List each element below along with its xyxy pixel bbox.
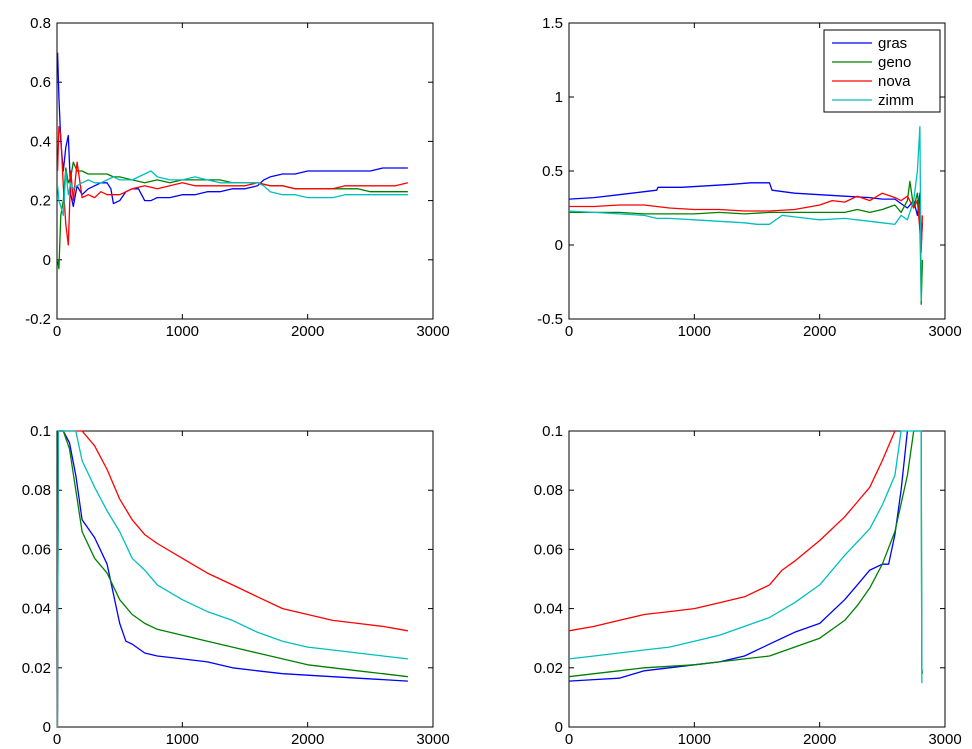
series-line-3 — [568, 430, 896, 632]
x-tick-label: 0 — [53, 323, 61, 340]
subplot-1: 0 1000 2000 3000-0.200.20.40.60.8 — [25, 15, 450, 340]
y-tick-label: -0.2 — [25, 311, 51, 328]
series-line-3 — [56, 125, 409, 246]
x-tick-label: 1000 — [678, 731, 711, 748]
x-tick-label: 1000 — [166, 731, 199, 748]
axes-frame — [56, 430, 434, 728]
y-tick-label: -0.5 — [537, 311, 563, 328]
y-tick-label: 1 — [555, 89, 563, 106]
y-tick-label: 0.6 — [30, 74, 51, 91]
subplot-4: 0 1000 2000 3000 0 0.02 0.04 0.06 0.08 0.1 — [534, 423, 962, 748]
legend-label-geno: geno — [878, 54, 911, 71]
series-line-4 — [568, 430, 923, 684]
y-tick-label: 0.1 — [542, 423, 563, 440]
y-tick-label: 0 — [43, 252, 51, 269]
y-tick-label: 1.5 — [542, 15, 563, 32]
y-tick-label: 0.5 — [542, 163, 563, 180]
y-tick-label: 0.2 — [30, 193, 51, 210]
series-line-4 — [56, 430, 408, 728]
series-line-4 — [56, 170, 408, 217]
y-tick-label: 0.02 — [22, 660, 51, 677]
series-line-2 — [56, 430, 408, 728]
subplot-3: 0 1000 2000 3000 0 0.02 0.04 0.06 0.08 0.1 — [22, 423, 450, 748]
y-tick-label: 0.06 — [22, 541, 51, 558]
x-tick-label: 0 — [53, 731, 61, 748]
y-tick-label: 0 — [43, 719, 51, 736]
y-tick-label: 0.08 — [22, 482, 51, 499]
x-tick-label: 3000 — [416, 731, 449, 748]
legend-box — [823, 29, 941, 113]
y-tick-label: 0.02 — [534, 660, 563, 677]
y-tick-label: 0 — [555, 237, 563, 254]
legend-label-gras: gras — [878, 35, 907, 52]
y-tick-label: 0.06 — [534, 541, 563, 558]
y-tick-label: 0.1 — [30, 423, 51, 440]
y-tick-label: 0.04 — [534, 601, 563, 618]
legend-label-zimm: zimm — [878, 92, 914, 109]
x-tick-label: 1000 — [166, 323, 199, 340]
x-tick-label: 0 — [565, 323, 573, 340]
x-tick-label: 2000 — [803, 323, 836, 340]
y-tick-label: 0.08 — [534, 482, 563, 499]
series-line-1 — [56, 52, 408, 208]
y-tick-label: 0.8 — [30, 15, 51, 32]
legend-label-nova: nova — [878, 73, 911, 90]
axes-frame — [568, 430, 946, 728]
x-tick-label: 3000 — [928, 731, 961, 748]
series-line-nova — [569, 192, 924, 254]
x-tick-label: 2000 — [291, 323, 324, 340]
series-line-1 — [568, 430, 909, 682]
y-tick-label: 0.04 — [22, 601, 51, 618]
series-line-1 — [56, 430, 408, 728]
x-tick-label: 2000 — [291, 731, 324, 748]
x-tick-label: 3000 — [416, 323, 449, 340]
y-tick-label: 0.4 — [30, 133, 51, 150]
legend: gras geno nova zimm — [823, 29, 941, 113]
x-tick-label: 3000 — [928, 323, 961, 340]
x-tick-label: 2000 — [803, 731, 836, 748]
series-line-zimm — [568, 125, 922, 302]
x-tick-label: 1000 — [678, 323, 711, 340]
axes-frame — [56, 22, 434, 320]
x-tick-label: 0 — [565, 731, 573, 748]
series-line-3 — [56, 430, 409, 728]
y-tick-label: 0 — [555, 719, 563, 736]
subplot-2: 0 1000 2000 3000-0.500.511.5grasgenonovazim… — [537, 15, 962, 340]
